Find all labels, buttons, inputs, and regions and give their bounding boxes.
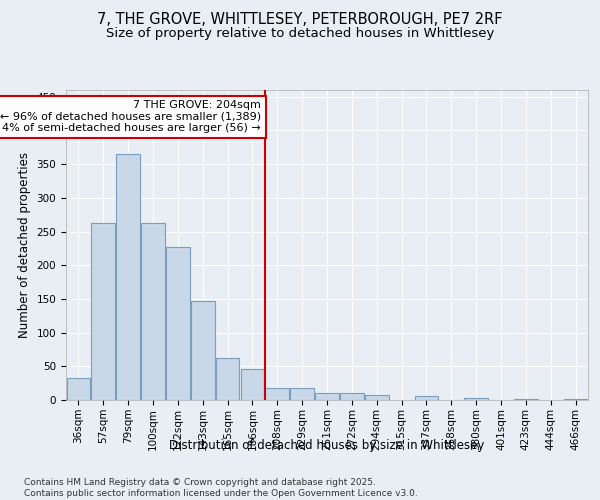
Bar: [265, 388, 289, 400]
Bar: [514, 398, 538, 400]
Bar: [191, 301, 215, 400]
Bar: [166, 247, 190, 400]
Bar: [340, 394, 364, 400]
Bar: [91, 224, 115, 400]
Bar: [216, 358, 239, 400]
Bar: [564, 398, 587, 400]
Bar: [290, 388, 314, 400]
Bar: [141, 224, 165, 400]
Text: Contains HM Land Registry data © Crown copyright and database right 2025.
Contai: Contains HM Land Registry data © Crown c…: [24, 478, 418, 498]
Bar: [315, 394, 339, 400]
Text: 7 THE GROVE: 204sqm
← 96% of detached houses are smaller (1,389)
4% of semi-deta: 7 THE GROVE: 204sqm ← 96% of detached ho…: [0, 100, 261, 134]
Bar: [415, 396, 438, 400]
Bar: [116, 154, 140, 400]
Text: Distribution of detached houses by size in Whittlesey: Distribution of detached houses by size …: [169, 440, 485, 452]
Text: 7, THE GROVE, WHITTLESEY, PETERBOROUGH, PE7 2RF: 7, THE GROVE, WHITTLESEY, PETERBOROUGH, …: [97, 12, 503, 28]
Bar: [365, 396, 389, 400]
Y-axis label: Number of detached properties: Number of detached properties: [18, 152, 31, 338]
Text: Size of property relative to detached houses in Whittlesey: Size of property relative to detached ho…: [106, 28, 494, 40]
Bar: [67, 378, 90, 400]
Bar: [464, 398, 488, 400]
Bar: [241, 369, 264, 400]
